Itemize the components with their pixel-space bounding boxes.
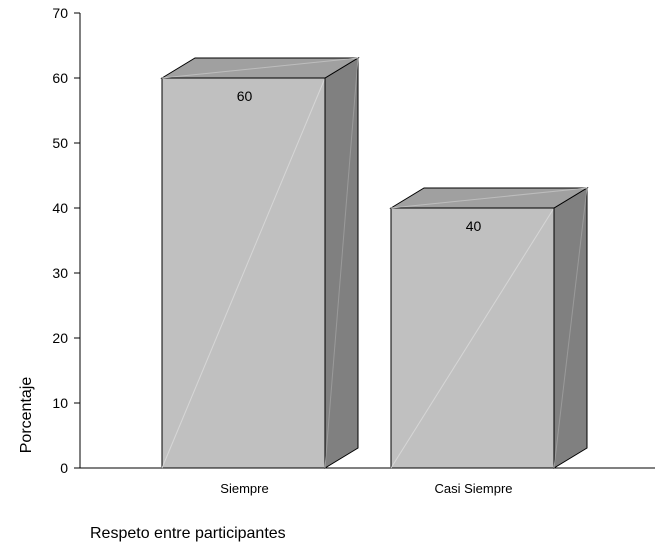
x-tick-label: Casi Siempre [434, 481, 512, 496]
y-tick-label: 10 [52, 395, 68, 411]
bar-side-highlight [324, 57, 359, 469]
y-tick-label: 70 [52, 5, 68, 21]
y-axis-title: Porcentaje [18, 377, 35, 454]
data-label: 60 [237, 88, 253, 104]
data-label: 40 [466, 218, 482, 234]
y-tick-label: 30 [52, 265, 68, 281]
x-axis-title: Respeto entre participantes [90, 525, 286, 542]
bar [160, 57, 360, 469]
bar-front-highlight [390, 207, 555, 469]
y-tick-label: 50 [52, 135, 68, 151]
y-tick-label: 0 [60, 460, 68, 476]
bar-front-highlight [161, 77, 326, 469]
y-tick-label: 40 [52, 200, 68, 216]
y-tick-label: 60 [52, 70, 68, 86]
bar [389, 187, 589, 469]
bar-top-highlight [161, 57, 359, 79]
bars-layer [160, 57, 589, 469]
y-tick-label: 20 [52, 330, 68, 346]
labels-layer: 0 10 20 30 40 50 60 70 60 Siempre 40 Casi Siempre [52, 5, 512, 496]
bar-side-highlight [553, 187, 588, 469]
bar-top-highlight [390, 187, 588, 209]
x-tick-label: Siempre [220, 481, 268, 496]
